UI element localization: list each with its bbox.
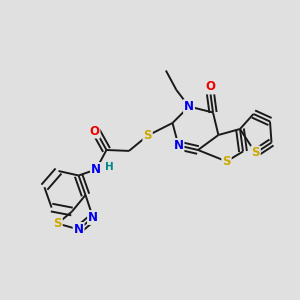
- Text: N: N: [74, 223, 84, 236]
- Text: O: O: [205, 80, 215, 94]
- Text: N: N: [88, 211, 98, 224]
- Text: N: N: [91, 163, 101, 176]
- Text: S: S: [222, 155, 231, 168]
- Text: S: S: [53, 217, 62, 230]
- Text: N: N: [173, 139, 184, 152]
- Text: S: S: [143, 129, 152, 142]
- Text: S: S: [251, 146, 260, 160]
- Text: H: H: [105, 162, 114, 172]
- Text: N: N: [184, 100, 194, 113]
- Text: O: O: [89, 124, 100, 138]
